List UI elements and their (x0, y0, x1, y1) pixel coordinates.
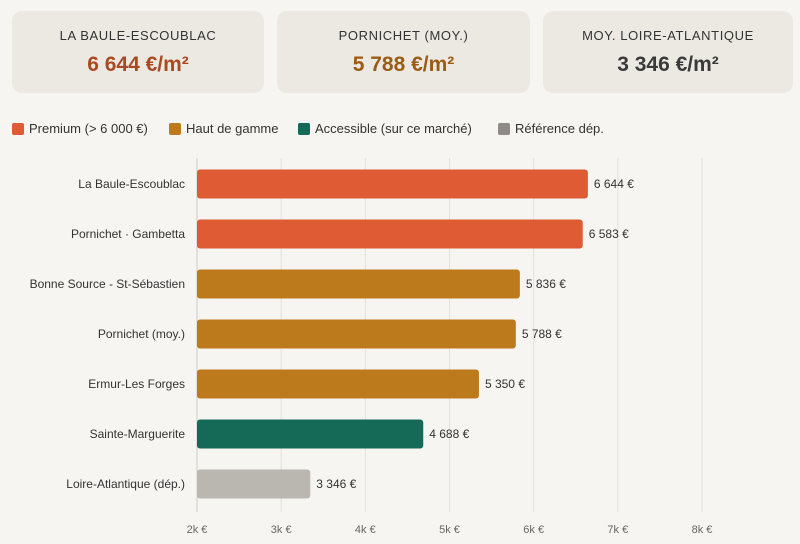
kpi-label: PORNICHET (MOY.) (338, 28, 469, 43)
bar (197, 269, 520, 299)
bar (197, 369, 479, 399)
kpi-label: MOY. LOIRE-ATLANTIQUE (582, 28, 754, 43)
bar (197, 169, 588, 199)
kpi-label: LA BAULE-ESCOUBLAC (59, 28, 217, 43)
legend-swatch (298, 123, 310, 135)
value-label: 4 688 € (429, 427, 469, 441)
x-tick-label: 4k € (355, 524, 376, 536)
kpi-card-loire-atlantique: MOY. LOIRE-ATLANTIQUE 3 346 €/m² (543, 11, 793, 93)
bar (197, 469, 311, 499)
legend-swatch (169, 123, 181, 135)
legend-label: Référence dép. (515, 121, 604, 136)
bar (197, 219, 583, 249)
value-label: 3 346 € (316, 477, 356, 491)
value-label: 6 644 € (594, 177, 634, 191)
category-label: Pornichet (moy.) (98, 327, 185, 341)
x-tick-label: 5k € (439, 524, 460, 536)
kpi-value: 5 788 €/m² (352, 53, 455, 76)
legend-label: Accessible (sur ce marché) (315, 121, 472, 136)
category-label: Pornichet · Gambetta (71, 227, 185, 241)
x-tick-label: 3k € (271, 524, 292, 536)
kpi-card-pornichet: PORNICHET (MOY.) 5 788 €/m² (277, 11, 530, 93)
value-label: 5 836 € (526, 277, 566, 291)
x-tick-label: 8k € (692, 524, 713, 536)
category-label: Sainte-Marguerite (90, 427, 186, 441)
x-tick-label: 2k € (187, 524, 208, 536)
bar (197, 319, 516, 349)
kpi-value: 3 346 €/m² (617, 53, 719, 76)
legend-label: Haut de gamme (186, 121, 279, 136)
x-tick-label: 7k € (607, 524, 628, 536)
value-label: 5 788 € (522, 327, 562, 341)
kpi-value: 6 644 €/m² (87, 53, 189, 76)
category-label: La Baule-Escoublac (78, 177, 185, 191)
x-tick-label: 6k € (523, 524, 544, 536)
kpi-card-la-baule: LA BAULE-ESCOUBLAC 6 644 €/m² (12, 11, 264, 93)
legend-label: Premium (> 6 000 €) (29, 121, 148, 136)
value-label: 6 583 € (589, 227, 629, 241)
category-label: Ermur-Les Forges (88, 377, 185, 391)
value-label: 5 350 € (485, 377, 525, 391)
category-label: Loire-Atlantique (dép.) (66, 477, 185, 491)
category-label: Bonne Source - St-Sébastien (30, 277, 185, 291)
legend-swatch (498, 123, 510, 135)
legend-swatch (12, 123, 24, 135)
bar (197, 419, 424, 449)
